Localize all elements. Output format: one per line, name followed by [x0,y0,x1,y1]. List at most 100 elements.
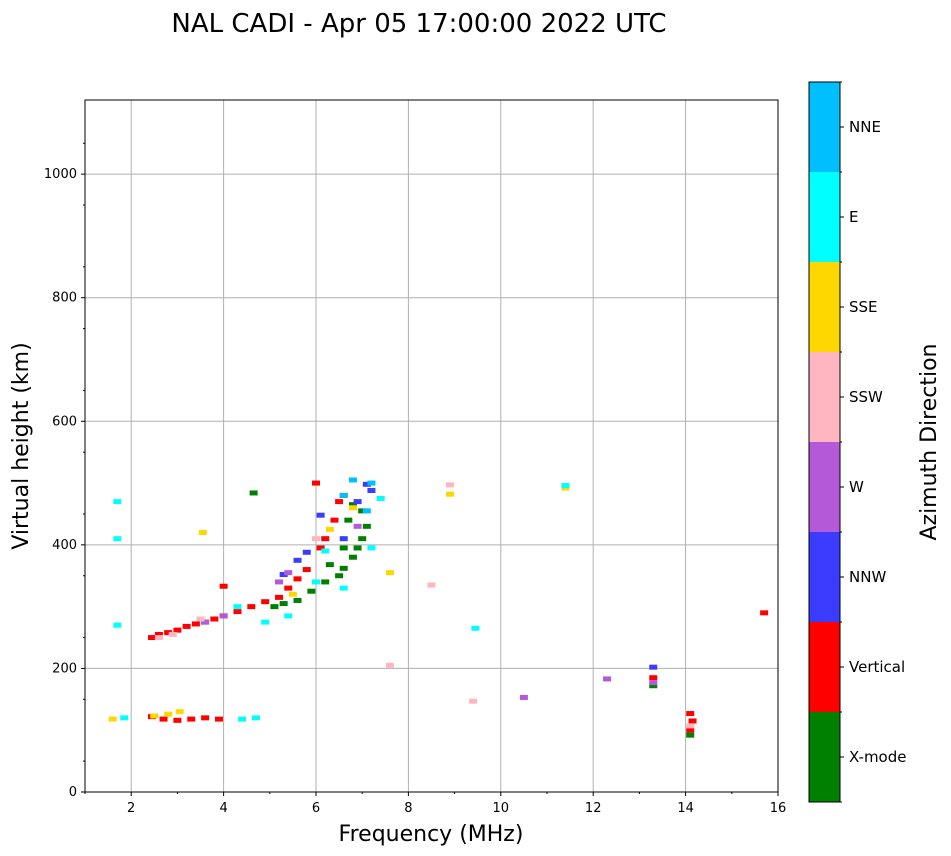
x-tick-label: 10 [493,801,510,816]
data-point-x-mode [335,573,344,579]
data-point-x-mode [249,490,258,496]
data-point-x-mode [293,597,302,603]
data-point-vertical [312,480,320,486]
y-tick-label: 1000 [44,167,77,182]
data-point-sse [348,505,357,511]
data-point-e [339,585,348,591]
plot-area [85,100,778,792]
data-point-vertical [330,517,339,523]
colorbar-frame [808,81,841,803]
colorbar-swatch-ssw [809,352,840,442]
data-point-e [233,604,242,610]
data-point-w [603,676,612,682]
data-point-x-mode [358,536,367,542]
data-point-sse [150,713,159,719]
data-point-x-mode [353,545,362,551]
data-point-vertical [686,727,695,733]
data-point-nne [339,492,348,498]
data-point-x-mode [321,579,330,585]
colorbar: X-mode Vertical NNW W SSW SSE E NNE [808,81,906,803]
data-point-ssw [686,723,695,729]
data-point-vertical [293,576,302,582]
data-point-nnw [362,481,371,487]
data-marks [108,477,769,738]
colorbar-tick-label: SSE [849,298,878,316]
x-tick-label: 12 [585,801,602,816]
data-point-vertical [219,583,228,589]
data-point-sse [175,709,184,715]
data-point-w [519,694,528,700]
data-point-e [113,536,122,542]
data-point-w [201,619,210,625]
data-point-vertical [335,499,344,505]
data-point-nnw [316,512,325,518]
x-tick-label: 2 [127,801,135,816]
data-point-nne [348,477,357,483]
data-point-vertical [173,627,182,633]
data-point-x-mode [344,517,353,523]
data-point-e [321,548,330,554]
data-point-ssw [168,631,177,637]
colorbar-tick-label: NNW [849,568,886,586]
colorbar-tick-label: SSW [849,388,883,406]
data-point-w [284,570,293,576]
data-point-sse [385,570,394,576]
data-point-x-mode [348,502,357,508]
data-point-nne [362,508,371,514]
data-point-ssw [154,635,163,641]
data-point-nnw [649,664,658,670]
data-point-ssw [427,582,436,588]
data-point-vertical [173,717,182,723]
data-point-sse [108,716,117,722]
data-point-vertical [688,718,697,724]
data-point-vertical [321,536,330,542]
data-point-w [219,613,228,619]
data-point-sse [164,711,173,717]
plot-frame [84,99,779,793]
data-point-x-mode [649,683,658,689]
data-point-e [251,715,260,721]
data-point-nnw [293,557,302,563]
data-point-vertical [164,630,173,636]
colorbar-swatch-e [809,172,840,262]
data-point-w [649,680,658,686]
y-tick-label: 0 [69,785,77,800]
y-tick-label: 800 [52,291,77,306]
data-point-vertical [275,594,284,600]
colorbar-tick-label: NNE [849,118,881,136]
data-point-vertical [187,716,196,722]
chart-title: NAL CADI - Apr 05 17:00:00 2022 UTC [171,9,666,39]
data-point-x-mode [279,601,288,607]
data-point-vertical [159,716,168,722]
data-point-vertical [760,610,769,616]
data-point-ssw [469,698,478,704]
data-point-x-mode [339,565,348,571]
data-point-x-mode [325,562,334,568]
data-point-x-mode [362,523,371,529]
data-point-sse [325,526,334,532]
data-point-vertical [302,567,311,573]
colorbar-swatch-w [809,442,840,532]
data-point-e [367,545,376,551]
data-point-ssw [196,616,205,622]
colorbar-tick-label: Vertical [849,658,905,676]
colorbar-tick-label: E [849,208,858,226]
colorbar-label: Azimuth Direction [917,343,942,540]
colorbar-swatch-x-mode [809,712,840,802]
data-point-vertical [182,623,191,629]
colorbar-tick-label: X-mode [849,748,906,766]
data-point-vertical [210,616,219,622]
data-point-ssw [385,662,394,668]
data-point-nnw [302,549,311,555]
y-tick-label: 600 [52,414,77,429]
data-point-vertical [147,635,156,641]
data-point-e [113,499,122,505]
x-tick-label: 14 [677,801,694,816]
data-point-vertical [686,711,695,717]
data-point-e [261,619,270,625]
colorbar-swatch-sse [809,262,840,352]
data-point-ssw [312,536,320,542]
data-point-e [113,622,122,628]
data-point-w [275,579,284,585]
data-point-vertical [284,585,293,591]
